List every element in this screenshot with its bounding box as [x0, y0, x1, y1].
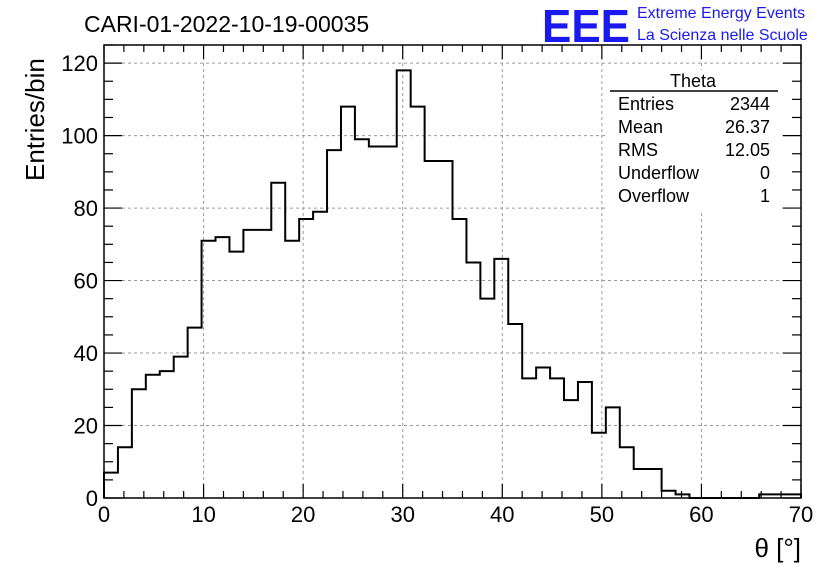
logo-line-1: Extreme Energy Events [637, 5, 805, 22]
y-tick-label: 0 [86, 486, 98, 511]
stats-title: Theta [670, 71, 717, 91]
stats-value-mean: 26.37 [725, 117, 770, 137]
run-title: CARI-01-2022-10-19-00035 [84, 11, 369, 37]
stats-label-underflow: Underflow [618, 163, 700, 183]
y-tick-label: 100 [61, 124, 98, 149]
x-tick-labels: 0 10 20 30 40 50 60 70 [98, 502, 813, 527]
eee-logo-icon: EEE [542, 0, 630, 52]
stats-box: Theta Entries 2344 Mean 26.37 RMS 12.05 … [607, 70, 782, 210]
x-tick-label: 40 [490, 502, 514, 527]
y-tick-labels: 0 20 40 60 80 100 120 [61, 51, 98, 511]
logo-line-2: La Scienza nelle Scuole [637, 27, 808, 44]
stats-label-mean: Mean [618, 117, 663, 137]
axis-ticks [103, 44, 802, 499]
x-tick-label: 0 [98, 502, 110, 527]
y-tick-label: 120 [61, 51, 98, 76]
x-tick-label: 20 [291, 502, 315, 527]
stats-value-rms: 12.05 [725, 140, 770, 160]
plot-frame [103, 44, 802, 499]
y-tick-label: 80 [74, 196, 98, 221]
stats-label-overflow: Overflow [618, 186, 690, 206]
x-tick-label: 10 [191, 502, 215, 527]
stats-label-entries: Entries [618, 94, 674, 114]
x-tick-label: 50 [590, 502, 614, 527]
stats-value-entries: 2344 [730, 94, 770, 114]
stats-value-underflow: 0 [760, 163, 770, 183]
y-tick-label: 60 [74, 269, 98, 294]
x-tick-label: 30 [390, 502, 414, 527]
x-axis-title: θ [°] [754, 533, 801, 563]
y-axis-title: Entries/bin [20, 58, 50, 181]
x-tick-label: 60 [689, 502, 713, 527]
x-tick-label: 70 [789, 502, 813, 527]
histogram-series [103, 69, 802, 499]
stats-label-rms: RMS [618, 140, 658, 160]
y-tick-label: 40 [74, 341, 98, 366]
y-tick-label: 20 [74, 414, 98, 439]
stats-value-overflow: 1 [760, 186, 770, 206]
